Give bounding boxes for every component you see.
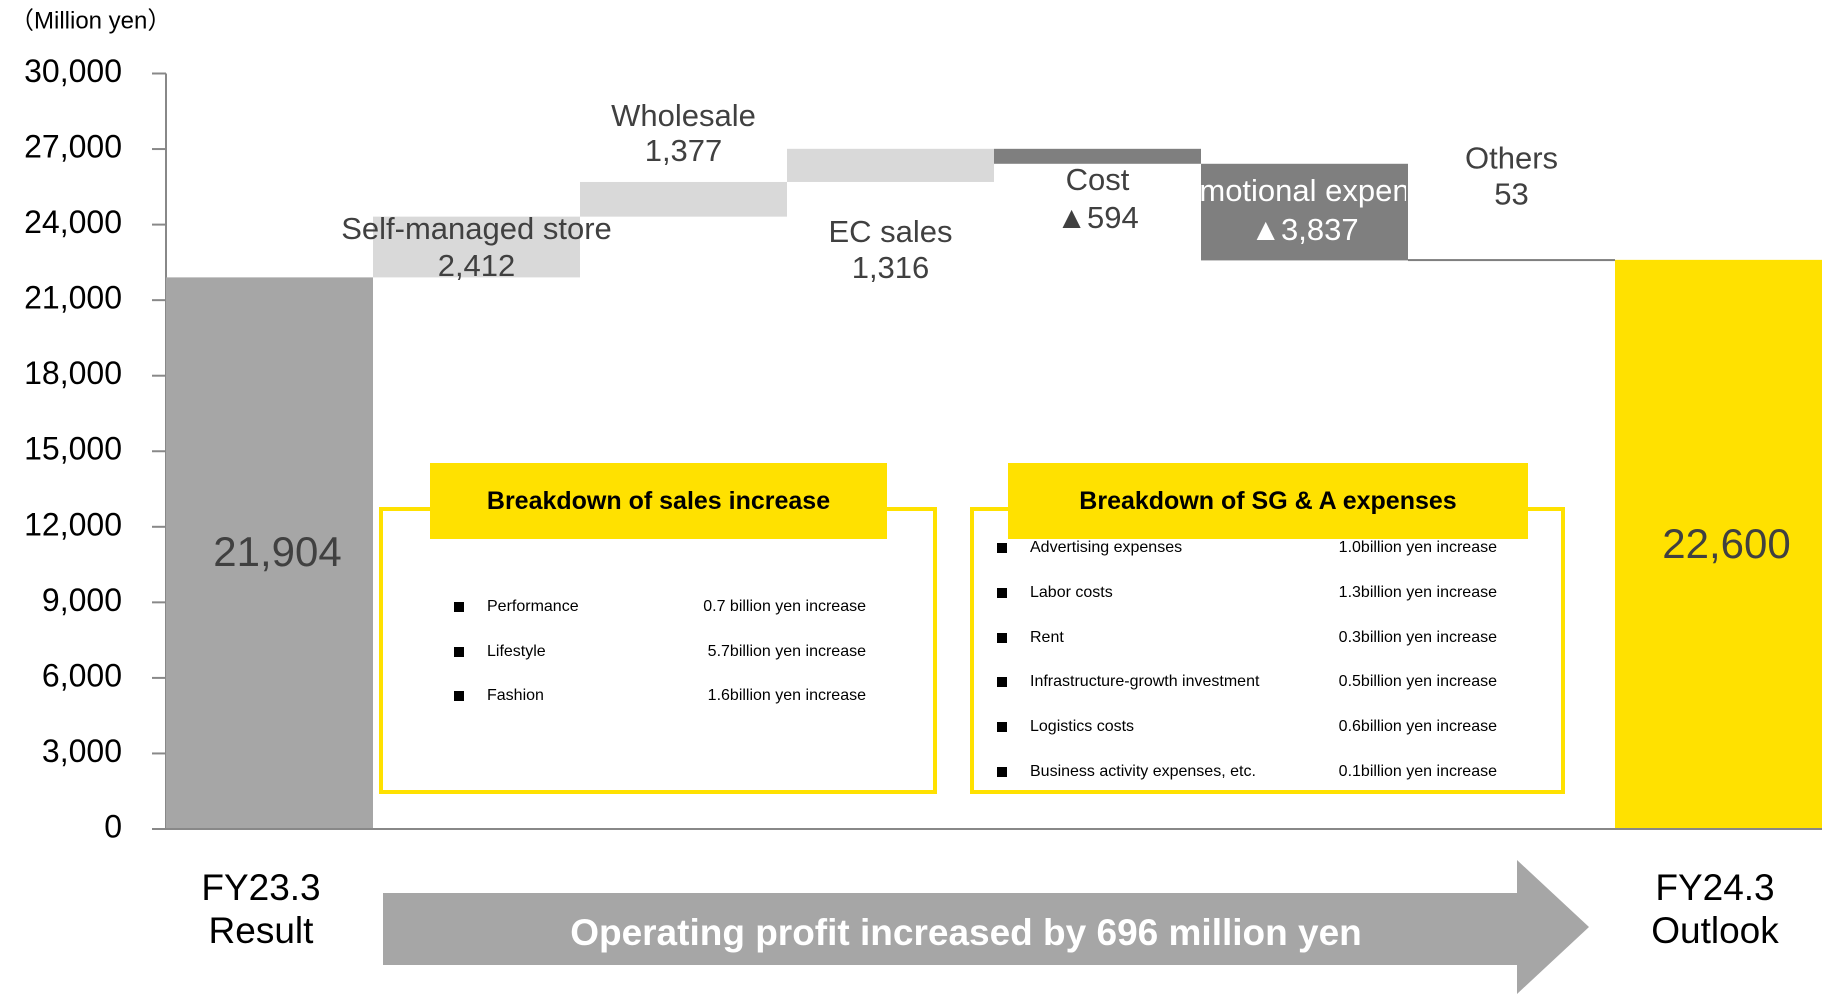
y-tick-label: 21,000 [24,280,122,316]
value-label: ▲3,837 [1250,212,1358,247]
value-label: 1,316 [852,250,930,285]
bullet-item-value: 0.6billion yen increase [1338,718,1497,736]
bullet-item-value: 0.5billion yen increase [1338,673,1497,691]
bullet-item-name: Business activity expenses, etc. [1030,763,1256,780]
y-unit: （Million yen） [10,7,171,34]
bullet [997,587,1007,598]
bullet-item-value: 0.1billion yen increase [1338,763,1497,780]
bar-label: Promotional expenses ▲3,837 [1151,173,1458,247]
sales-box [379,507,937,794]
bullet [997,632,1007,643]
value-label: 53 [1494,176,1528,211]
sga-box [970,507,1565,794]
bullet [997,543,1007,553]
bar [994,148,1201,164]
y-tick-label: 9,000 [42,582,122,618]
annotation: Operating profit increased by 696 millio… [570,912,1362,953]
x-category: FY24.3 Outlook [1651,867,1779,951]
bullet-item-name: Rent [1030,628,1064,646]
bar [166,277,373,829]
bar [1615,259,1822,829]
bullet-item-value: 1.6billion yen increase [707,687,866,704]
bullet-item-value: 1.0billion yen increase [1338,539,1497,556]
bar [1408,259,1615,262]
value-label: ▲594 [1056,200,1138,235]
bullet [997,767,1007,777]
y-tick-label: 3,000 [42,733,122,769]
bullet [454,691,464,701]
bar-label: Cost▲594 [1056,162,1138,235]
value-label: 21,904 [213,528,341,575]
y-tick-label: 6,000 [42,657,122,693]
bullet [997,677,1007,688]
bullet-item-name: Labor costs [1030,583,1113,601]
bullet-item-name: Infrastructure-growth investment [1030,673,1260,691]
bar [787,148,994,182]
bullet-item-name: Advertising expenses [1030,539,1183,556]
category-label: Cost [1066,162,1130,197]
bullet [997,722,1007,733]
category-label: Promotional expenses [1151,173,1458,208]
bullet-item-name: Lifestyle [487,642,546,660]
y-tick-label: 27,000 [24,129,122,165]
y-tick-label: 18,000 [24,355,122,391]
y-tick-label: 12,000 [24,506,122,542]
category-label: Others [1465,140,1558,175]
bullet [454,602,464,612]
x-category: FY23.3 Result [201,867,321,951]
arrow [383,860,1589,994]
value-label: 1,377 [645,133,723,168]
bar [580,181,787,217]
y-tick-label: 0 [104,808,122,844]
y-tick-label: 15,000 [24,431,122,467]
y-tick-label: 24,000 [24,204,122,240]
category-label: Self-managed store [341,211,612,246]
bullet-item-name: Logistics costs [1030,718,1135,736]
category-label: Wholesale [611,98,756,133]
bullet [454,646,464,657]
y-tick-label: 30,000 [24,53,122,89]
value-label: 2,412 [438,248,516,283]
bullet-item-value: 1.3billion yen increase [1338,583,1497,601]
bullet-item-value: 0.7 billion yen increase [703,598,866,615]
value-label: 22,600 [1662,520,1790,567]
bullet-item-name: Performance [487,598,579,615]
sales-box-title: Breakdown of sales increase [430,463,887,539]
bullet-item-value: 0.3billion yen increase [1338,628,1497,646]
bullet-item-name: Fashion [487,687,544,704]
category-label: EC sales [828,214,952,249]
bar [1201,163,1408,261]
bar [373,216,580,278]
sga-box-title: Breakdown of SG & A expenses [1008,463,1528,539]
bullet-item-value: 5.7billion yen increase [707,642,866,660]
